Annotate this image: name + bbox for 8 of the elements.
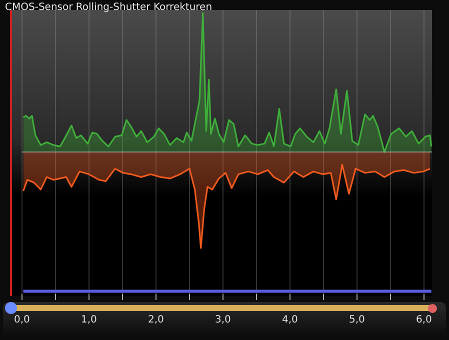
x-tick-label: 1,0 xyxy=(81,314,97,326)
x-tick-label: 6,0 xyxy=(416,314,432,326)
chart-title: CMOS-Sensor Rolling-Shutter Korrekturen xyxy=(5,2,212,13)
x-tick-label: 3,0 xyxy=(215,314,231,326)
x-tick-label: 2,0 xyxy=(148,314,164,326)
x-tick-label: 4,0 xyxy=(282,314,298,326)
x-tick-label: 0,0 xyxy=(14,314,30,326)
x-tick-label: 5,0 xyxy=(349,314,365,326)
